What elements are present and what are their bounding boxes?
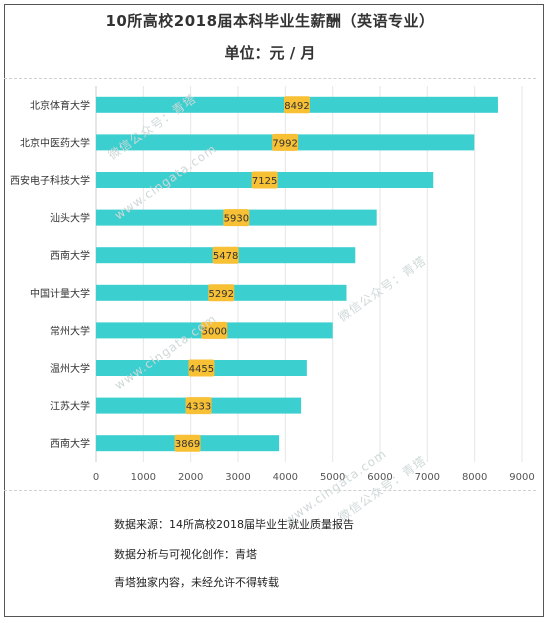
x-tick-label: 7000: [415, 472, 440, 483]
data-label: 5930: [224, 214, 249, 225]
data-label-box: [201, 321, 228, 339]
data-label: 8492: [284, 101, 309, 112]
data-label-box: [212, 246, 239, 264]
data-label-box: [185, 397, 212, 415]
chart-title: 10所高校2018届本科毕业生薪酬（英语专业）: [105, 12, 435, 30]
data-label: 4333: [186, 402, 211, 413]
x-tick-label: 9000: [509, 472, 534, 483]
data-label-box: [208, 284, 235, 302]
category-label: 北京中医药大学: [20, 136, 90, 149]
x-tick-label: 4000: [273, 472, 298, 483]
data-label-box: [272, 133, 299, 151]
data-label: 5000: [202, 326, 227, 337]
bottom-divider: [4, 490, 536, 491]
rights-note: 青塔独家内容，未经允许不得转载: [114, 576, 279, 589]
credit-note: 数据分析与可视化创作：青塔: [114, 548, 257, 561]
data-label: 4455: [189, 364, 214, 375]
category-label: 常州大学: [50, 324, 90, 337]
category-label: 西安电子科技大学: [10, 174, 90, 187]
category-label: 温州大学: [50, 362, 90, 375]
category-label: 西南大学: [50, 437, 90, 450]
category-label: 中国计量大学: [30, 287, 90, 300]
category-label: 北京体育大学: [30, 99, 90, 112]
data-label-box: [174, 434, 201, 452]
x-tick-label: 3000: [225, 472, 250, 483]
x-tick-label: 2000: [178, 472, 203, 483]
data-label: 5478: [213, 251, 238, 262]
category-label: 西南大学: [50, 249, 90, 262]
data-label: 7992: [272, 138, 297, 149]
x-tick-label: 5000: [320, 472, 345, 483]
x-tick-label: 8000: [462, 472, 487, 483]
data-label: 5292: [209, 289, 234, 300]
category-label: 汕头大学: [50, 212, 90, 225]
data-label-box: [283, 96, 310, 114]
x-tick-label: 6000: [367, 472, 392, 483]
source-note: 数据来源：14所高校2018届毕业生就业质量报告: [114, 518, 354, 531]
x-tick-label: 1000: [131, 472, 156, 483]
data-label: 3869: [175, 439, 200, 450]
data-label-box: [188, 359, 215, 377]
data-label-box: [223, 209, 250, 227]
data-label-box: [251, 171, 278, 189]
data-label: 7125: [252, 176, 277, 187]
x-tick-label: 0: [93, 472, 99, 483]
category-label: 江苏大学: [50, 400, 90, 413]
chart-unit: 单位：元 / 月: [224, 44, 316, 62]
top-divider: [4, 78, 536, 79]
